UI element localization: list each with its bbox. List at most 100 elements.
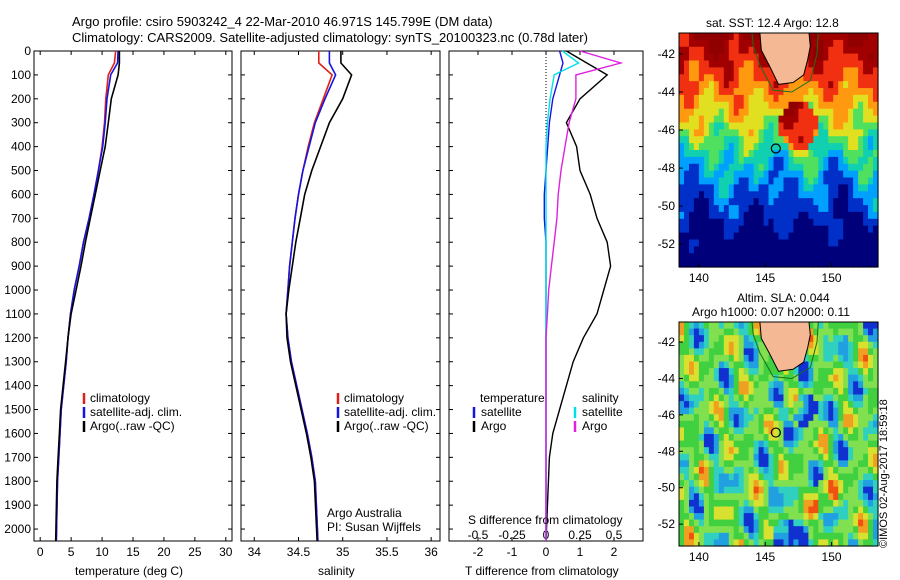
sla-map-cell bbox=[833, 506, 839, 514]
sst-map-cell bbox=[743, 101, 750, 110]
sst-map-cell bbox=[778, 81, 785, 89]
sst-map-cell bbox=[843, 115, 849, 124]
sst-map-cell bbox=[693, 122, 700, 130]
sla-map-cell bbox=[684, 486, 690, 494]
sla-map-cell bbox=[868, 526, 874, 534]
sla-map-cell bbox=[748, 368, 755, 376]
sst-map-cell bbox=[718, 163, 725, 172]
sla-map-cell bbox=[793, 539, 799, 547]
sla-map-cell bbox=[728, 414, 735, 422]
sla-map-cell bbox=[703, 447, 710, 455]
sla-map-cell bbox=[868, 328, 874, 336]
sla-map-cell bbox=[803, 466, 809, 475]
sla-map-cell bbox=[753, 460, 760, 468]
sla-map-cell bbox=[703, 394, 710, 402]
sla-map-cell bbox=[838, 394, 844, 402]
sla-map-cell bbox=[858, 414, 864, 422]
sla-map-cell bbox=[713, 328, 720, 336]
sla-map-cell bbox=[718, 539, 725, 547]
sst-map-cell bbox=[863, 88, 869, 96]
sla-map-cell bbox=[723, 493, 730, 501]
sst-map-cell bbox=[868, 156, 874, 165]
sla-map-cell bbox=[868, 407, 874, 415]
sst-map-cell bbox=[778, 101, 785, 110]
sst-map-cell bbox=[803, 81, 809, 89]
sla-map-cell bbox=[738, 401, 745, 409]
sst-map-cell bbox=[838, 53, 844, 62]
sst-map-cell bbox=[753, 101, 760, 110]
sst-map-cell bbox=[783, 239, 790, 247]
sst-map-cell bbox=[723, 177, 730, 185]
sst-map-cell bbox=[873, 239, 879, 247]
sst-map-cell bbox=[798, 239, 804, 247]
sla-map-cell bbox=[693, 434, 700, 442]
sla-map-cell bbox=[763, 466, 770, 475]
sst-map-cell bbox=[728, 136, 735, 144]
sst-map-cell bbox=[778, 115, 785, 124]
sla-map-cell bbox=[703, 368, 710, 376]
sla-map-cell bbox=[718, 532, 725, 540]
sst-map-cell bbox=[813, 81, 819, 89]
sst-map-cell bbox=[818, 150, 824, 158]
sst-map-cell bbox=[843, 150, 849, 158]
sst-map-cell bbox=[848, 198, 854, 206]
sla-map-cell bbox=[768, 526, 775, 534]
sst-map-cell bbox=[693, 129, 700, 137]
sst-map-cell bbox=[818, 177, 824, 185]
sst-map-cell bbox=[868, 122, 874, 130]
sla-map-cell bbox=[818, 466, 824, 475]
sst-map-cell bbox=[793, 239, 799, 247]
sla-map-cell bbox=[773, 374, 780, 382]
sst-map-cell bbox=[803, 239, 809, 247]
sst-map-cell bbox=[693, 143, 700, 151]
sst-map-cell bbox=[703, 198, 710, 206]
sla-map-cell bbox=[689, 394, 695, 402]
sst-map-cell bbox=[768, 129, 775, 137]
sla-map-cell bbox=[803, 414, 809, 422]
sst-map-cell bbox=[753, 239, 760, 247]
sst-map-cell bbox=[743, 218, 750, 227]
sst-map-cell bbox=[828, 108, 834, 117]
sla-map-cell bbox=[843, 539, 849, 547]
sla-map-cell bbox=[843, 322, 849, 330]
sla-map-cell bbox=[693, 486, 700, 494]
sal-xtick-label: 36 bbox=[424, 545, 438, 559]
sst-map-cell bbox=[679, 191, 685, 199]
sla-map-cell bbox=[689, 493, 695, 501]
sst-map-cell bbox=[833, 136, 839, 144]
sla-map-cell bbox=[853, 394, 859, 402]
sla-map-cell bbox=[684, 427, 690, 435]
sst-lon-tick-label: 145 bbox=[755, 271, 775, 285]
sst-map-cell bbox=[863, 239, 869, 247]
sla-map-cell bbox=[758, 374, 765, 382]
diff-t-xtick-label: -1 bbox=[507, 545, 518, 559]
sst-map-cell bbox=[684, 246, 690, 254]
sla-map-cell bbox=[868, 354, 874, 363]
sst-map-cell bbox=[848, 101, 854, 110]
sla-map-cell bbox=[803, 480, 809, 488]
sst-map-cell bbox=[873, 232, 879, 241]
sla-map-cell bbox=[753, 440, 760, 448]
sst-map-cell bbox=[868, 260, 874, 268]
sla-map-cell bbox=[723, 427, 730, 435]
sla-map-cell bbox=[698, 539, 705, 547]
sla-map-cell bbox=[823, 434, 829, 442]
sst-map-cell bbox=[693, 232, 700, 241]
sst-map-cell bbox=[708, 136, 715, 144]
sst-map-cell bbox=[684, 184, 690, 192]
sla-map-cell bbox=[863, 414, 869, 422]
sst-map-cell bbox=[743, 129, 750, 137]
sst-map-cell bbox=[723, 136, 730, 144]
sla-map-cell bbox=[848, 513, 854, 521]
sla-map-cell bbox=[679, 466, 685, 475]
sla-map-cell bbox=[763, 407, 770, 415]
sla-map-cell bbox=[818, 374, 824, 382]
sst-map-cell bbox=[863, 81, 869, 89]
sla-map-cell bbox=[823, 328, 829, 336]
sla-map-cell bbox=[818, 434, 824, 442]
sst-map-cell bbox=[873, 101, 879, 110]
sst-map-cell bbox=[838, 122, 844, 130]
sst-map-cell bbox=[733, 88, 740, 96]
sla-map-cell bbox=[693, 328, 700, 336]
sla-map-cell bbox=[813, 427, 819, 435]
